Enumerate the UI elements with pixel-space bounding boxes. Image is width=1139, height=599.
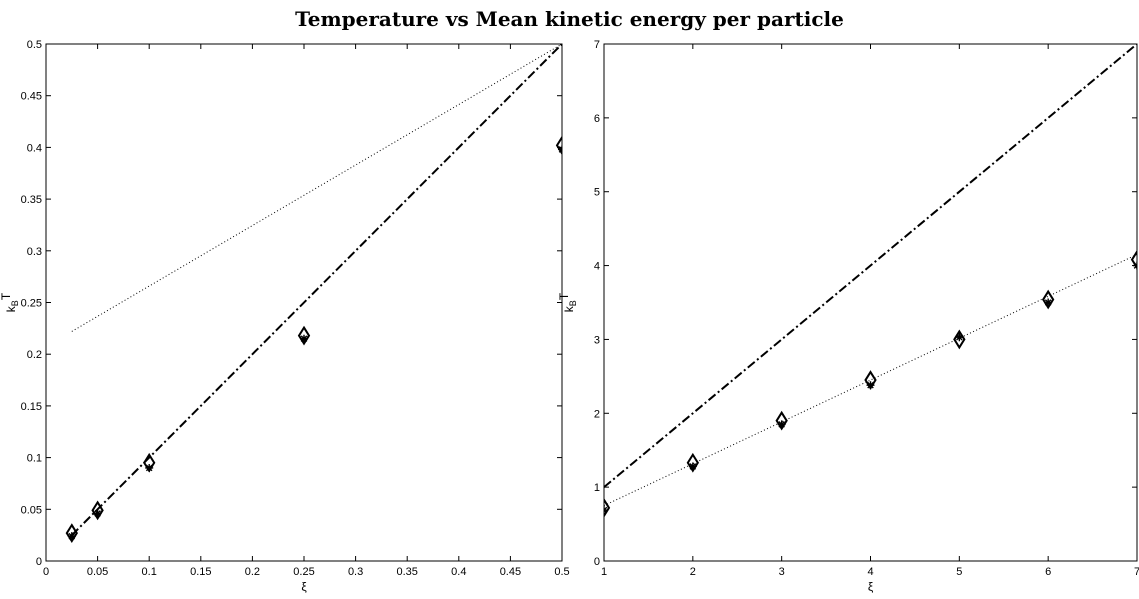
left-panel: 0 0.05 0.1 0.15 0.2 0.25 0.3 0.35 0.4 0.45 0.5 0 0.0… xyxy=(0,39,570,594)
x-tick-label: 0.25 xyxy=(293,566,314,578)
y-tick-label: 2 xyxy=(594,408,600,420)
dotted-line xyxy=(604,254,1137,507)
diamond-marker xyxy=(65,523,78,543)
diamond-marker xyxy=(297,325,311,346)
x-tick-label: 1 xyxy=(601,566,607,578)
x-tick-label: 0 xyxy=(43,566,49,578)
y-tick-label: 0.05 xyxy=(21,504,42,516)
y-axis-label-tail: T xyxy=(0,292,13,300)
y-axis-label-tail: T xyxy=(557,292,571,300)
y-axis-label-subscript: B xyxy=(10,300,20,306)
x-tick-label: 0.5 xyxy=(554,566,569,578)
y-tick-label: 7 xyxy=(594,39,600,51)
y-axis-label: kBT xyxy=(557,292,578,312)
y-tick-label: 0.1 xyxy=(27,453,42,465)
y-tick-label: 0 xyxy=(36,556,42,568)
y-axis-label: kBT xyxy=(0,292,20,312)
x-tick-label: 7 xyxy=(1134,566,1139,578)
dashdot-line xyxy=(604,44,1137,488)
star-marker xyxy=(866,381,875,390)
diamond-marker xyxy=(686,452,700,473)
star-marker xyxy=(558,145,562,154)
diamond-marker xyxy=(1130,249,1137,270)
x-tick-label: 2 xyxy=(690,566,696,578)
plot-area xyxy=(604,44,1137,518)
star-marker xyxy=(93,509,102,518)
y-tick-label: 1 xyxy=(594,482,600,494)
x-tick-label: 0.15 xyxy=(190,566,211,578)
star-marker xyxy=(688,462,697,471)
x-tick-label: 0.2 xyxy=(245,566,260,578)
star-marker xyxy=(777,420,786,429)
x-axis-label: ξ xyxy=(868,580,874,594)
y-tick-label: 0.5 xyxy=(27,39,42,51)
star-marker xyxy=(145,463,154,472)
star-marker xyxy=(604,506,608,515)
x-tick-label: 5 xyxy=(956,566,962,578)
x-tick-label: 0.05 xyxy=(87,566,108,578)
star-marker xyxy=(955,333,964,342)
y-tick-label: 5 xyxy=(594,187,600,199)
y-tick-label: 0.15 xyxy=(21,401,42,413)
x-tick-label: 0.1 xyxy=(142,566,157,578)
diamond-marker xyxy=(604,497,611,518)
y-tick-label: 4 xyxy=(594,261,600,273)
x-tick-label: 0.45 xyxy=(500,566,521,578)
diamond-marker xyxy=(91,500,104,521)
x-tick-label: 0.35 xyxy=(396,566,417,578)
dashdot-line xyxy=(71,44,562,536)
diamond-marker xyxy=(775,410,788,431)
y-axis-label-main: k xyxy=(562,305,576,312)
y-tick-label: 3 xyxy=(594,334,600,346)
x-axis-label: ξ xyxy=(301,580,307,594)
x-tick-label: 0.3 xyxy=(348,566,363,578)
dotted-line xyxy=(71,44,562,332)
y-tick-label: 6 xyxy=(594,113,600,125)
y-tick-label: 0.4 xyxy=(27,142,42,154)
plot-frame xyxy=(603,43,1138,562)
star-marker xyxy=(300,334,308,343)
diamond-marker xyxy=(555,135,562,156)
x-tick-label: 0.4 xyxy=(451,566,466,578)
y-tick-label: 0.35 xyxy=(21,194,42,206)
y-tick-label: 0.3 xyxy=(27,246,42,258)
star-marker xyxy=(67,532,76,541)
y-axis-label-main: k xyxy=(4,305,18,312)
y-tick-label: 0 xyxy=(594,556,600,568)
plot-area xyxy=(65,44,562,543)
x-tick-label: 4 xyxy=(867,566,873,578)
y-tick-label: 0.2 xyxy=(27,349,42,361)
diamond-marker xyxy=(1041,289,1055,310)
y-tick-label: 0.45 xyxy=(21,91,42,103)
y-tick-label: 0.25 xyxy=(21,298,42,310)
x-tick-label: 6 xyxy=(1045,566,1051,578)
figure-title: Temperature vs Mean kinetic energy per p… xyxy=(295,7,844,31)
star-marker xyxy=(1044,298,1053,307)
x-tick-label: 3 xyxy=(779,566,785,578)
y-axis-label-subscript: B xyxy=(568,300,578,306)
